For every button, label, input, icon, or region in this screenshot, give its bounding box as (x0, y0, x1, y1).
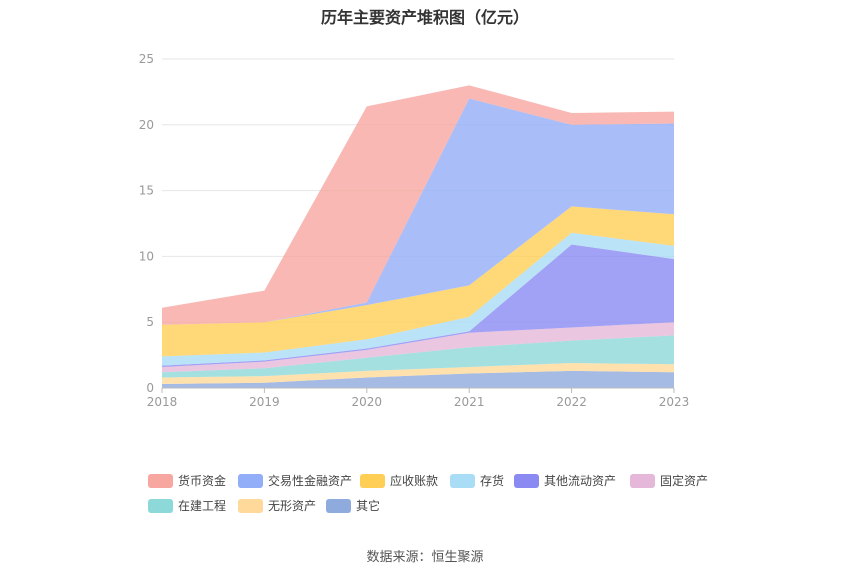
y-tick-label: 5 (146, 315, 154, 329)
legend-item[interactable]: 固定资产 (630, 472, 708, 489)
area-series-2[interactable] (162, 335, 674, 378)
legend-label: 其他流动资产 (544, 474, 617, 488)
legend-swatch (238, 473, 263, 488)
area-series-6[interactable] (162, 206, 674, 357)
legend-swatch (450, 473, 475, 488)
legend-label: 固定资产 (660, 474, 709, 488)
area-series-0[interactable] (162, 370, 674, 388)
legend-label: 存货 (480, 474, 505, 488)
legend-item[interactable]: 交易性金融资产 (238, 472, 352, 489)
legend-item[interactable]: 其他流动资产 (514, 472, 616, 489)
y-tick-label: 25 (139, 52, 154, 66)
area-series-8[interactable] (162, 85, 674, 325)
x-tick-label: 2023 (659, 395, 690, 409)
legend-item[interactable]: 无形资产 (238, 497, 316, 514)
y-tick-label: 0 (146, 381, 154, 395)
legend-swatch (148, 498, 173, 513)
area-series-7[interactable] (162, 98, 674, 325)
data-source: 数据来源：恒生聚源 (366, 550, 484, 565)
legend-label: 其它 (356, 499, 381, 513)
legend-swatch (238, 498, 263, 513)
x-tick-label: 2021 (454, 395, 485, 409)
y-tick-label: 20 (139, 118, 154, 132)
legend-item[interactable]: 在建工程 (148, 497, 226, 514)
legend-label: 应收账款 (390, 474, 439, 488)
area-series-3[interactable] (162, 322, 674, 373)
legend-swatch (148, 473, 173, 488)
y-tick-label: 10 (139, 249, 154, 263)
legend-item[interactable]: 应收账款 (360, 472, 438, 489)
legend-item[interactable]: 货币资金 (148, 472, 226, 489)
legend-label: 无形资产 (268, 499, 317, 513)
y-tick-label: 15 (139, 184, 154, 198)
stacked-area-plot: 0 5 10 15 20 25 2018 2019 2020 2021 2022 2023 (139, 52, 690, 409)
x-tick-label: 2020 (352, 395, 383, 409)
legend-item[interactable]: 其它 (326, 497, 380, 514)
legend-swatch (326, 498, 351, 513)
x-tick-label: 2018 (147, 395, 178, 409)
area-series (162, 85, 674, 388)
legend-label: 在建工程 (178, 499, 227, 513)
x-tick-label: 2022 (556, 395, 587, 409)
axes: 0 5 10 15 20 25 2018 2019 2020 2021 2022 2023 (139, 52, 690, 409)
area-series-1[interactable] (162, 362, 674, 385)
legend-label: 交易性金融资产 (268, 474, 353, 488)
legend-label: 货币资金 (178, 474, 227, 488)
chart-title: 历年主要资产堆积图（亿元） (320, 8, 529, 27)
x-tick-label: 2019 (249, 395, 280, 409)
legend-swatch (514, 473, 539, 488)
legend-item[interactable]: 存货 (450, 472, 504, 489)
area-series-4[interactable] (162, 244, 674, 367)
legend-swatch (360, 473, 385, 488)
area-series-5[interactable] (162, 232, 674, 366)
legend-swatch (630, 473, 655, 488)
